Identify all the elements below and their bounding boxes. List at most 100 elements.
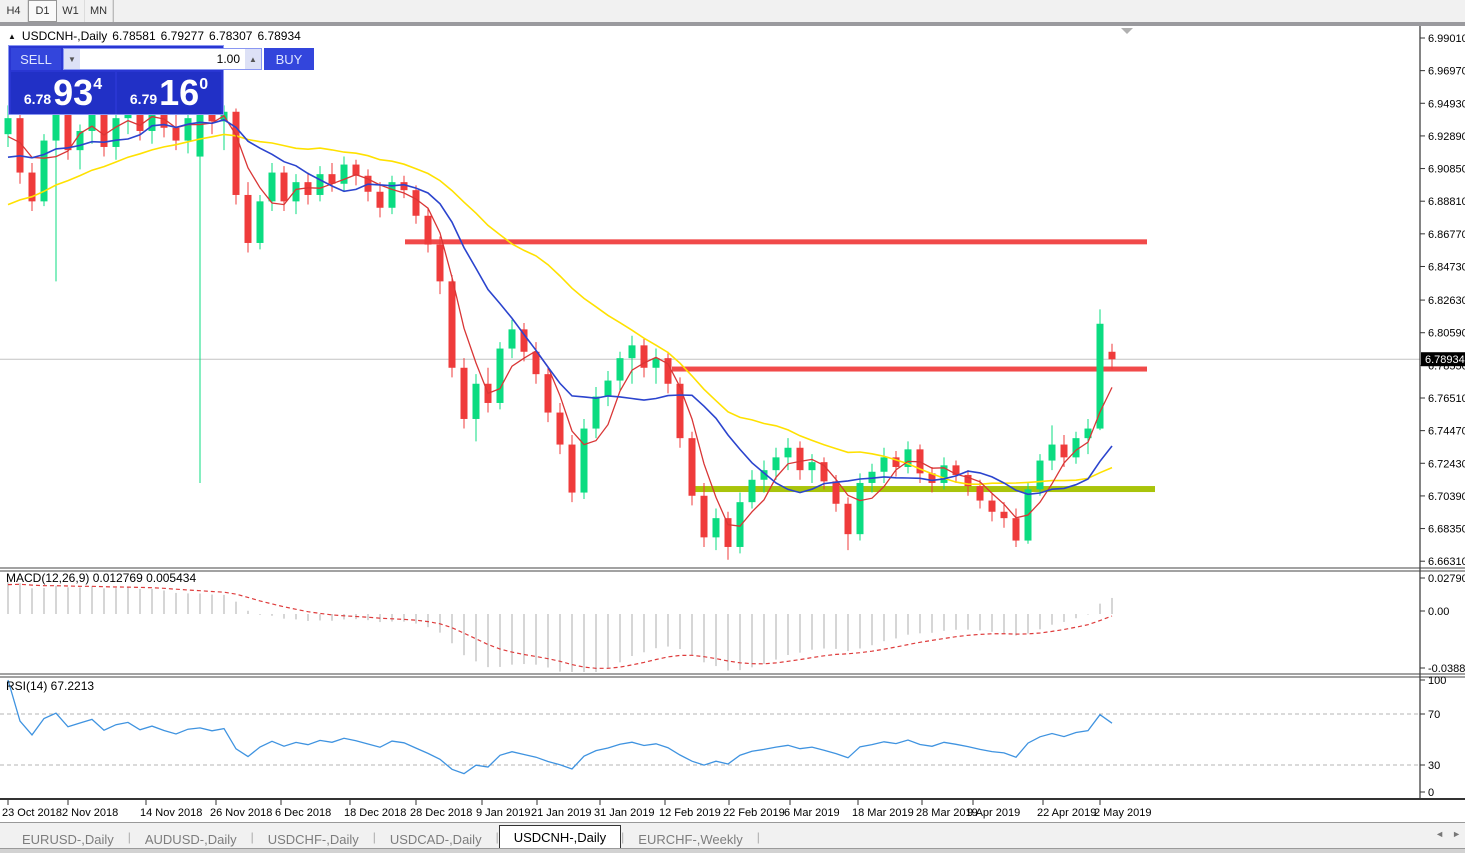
- price-tick-label: 6.82630: [1428, 295, 1465, 307]
- rsi-axis-label: 30: [1428, 760, 1440, 772]
- tab-audusd-daily[interactable]: AUDUSD-,Daily: [144, 831, 237, 847]
- tab-separator: |: [495, 830, 499, 844]
- tab-usdcad-daily[interactable]: USDCAD-,Daily: [389, 831, 482, 847]
- price-tick-label: 6.70390: [1428, 491, 1465, 503]
- rsi-axis-label: 0: [1428, 787, 1434, 799]
- tab-separator: |: [372, 830, 376, 844]
- volume-decrease-button[interactable]: ▼: [64, 49, 80, 69]
- volume-input[interactable]: [80, 49, 245, 69]
- scroll-to-latest-icon[interactable]: [1121, 28, 1133, 34]
- date-tick-label: 22 Feb 2019: [723, 807, 785, 819]
- chart-title: ▲ USDCNH-,Daily 6.78581 6.79277 6.78307 …: [8, 29, 306, 43]
- date-tick-label: 21 Jan 2019: [531, 807, 592, 819]
- bid-price-sup: 4: [93, 76, 103, 93]
- tab-usdchf-daily[interactable]: USDCHF-,Daily: [267, 831, 359, 847]
- tab-separator: |: [621, 830, 625, 844]
- macd-axis-label: 0.027908: [1428, 573, 1465, 585]
- date-tick-label: 9 Jan 2019: [476, 807, 530, 819]
- macd-signal-line: [7, 583, 1113, 669]
- current-price-badge: [1421, 352, 1465, 367]
- bid-price-button[interactable]: 6.78 93 4: [11, 72, 115, 114]
- price-tick-label: 6.86770: [1428, 229, 1465, 241]
- chevron-up-icon: ▲: [249, 54, 257, 64]
- chart-symbol-label: USDCNH-,Daily: [21, 29, 108, 43]
- tab-eurusd-daily[interactable]: EURUSD-,Daily: [22, 831, 114, 847]
- one-click-trade-panel: SELL ▼ ▲ BUY 6.78 93 4: [8, 45, 314, 115]
- date-tick-label: 18 Dec 2018: [344, 807, 406, 819]
- price-tick-label: 6.68350: [1428, 524, 1465, 536]
- rsi-line: [7, 679, 1113, 775]
- chart-frame: 6.99010 6.96970 6.94930 6.92890 6.90850 6.888…: [0, 26, 1465, 822]
- chart-canvas[interactable]: 6.99010 6.96970 6.94930 6.92890 6.90850 6.888…: [0, 26, 1465, 822]
- price-axis: 6.99010 6.96970 6.94930 6.92890 6.90850 6.888…: [1419, 26, 1465, 799]
- symbol-tabs-bar: EURUSD-,Daily | AUDUSD-,Daily | USDCHF-,Dail…: [0, 822, 1465, 849]
- macd-axis-label: -0.038871: [1428, 663, 1465, 675]
- macd-axis-label: 0.00: [1428, 606, 1449, 618]
- date-tick-label: 31 Jan 2019: [594, 807, 655, 819]
- date-tick-label: 12 Feb 2019: [659, 807, 721, 819]
- tab-scroll-right-icon[interactable]: ►: [1452, 829, 1461, 839]
- timeframe-button-w1[interactable]: W1: [57, 0, 85, 22]
- volume-increase-button[interactable]: ▲: [245, 49, 261, 69]
- price-tick-label: 6.72430: [1428, 458, 1465, 470]
- rsi-label: RSI(14) 67.2213: [6, 679, 94, 693]
- volume-spinner: ▼ ▲: [63, 48, 262, 70]
- ask-price-small: 6.79: [129, 91, 158, 107]
- bid-price-big: 93: [53, 72, 94, 113]
- tab-separator: |: [756, 830, 760, 844]
- support-line[interactable]: [690, 486, 1155, 493]
- toolbar-divider: [0, 22, 1465, 26]
- current-price-label: 6.78934: [1425, 354, 1465, 366]
- main-chart-layer: [0, 95, 1420, 560]
- date-tick-label: 14 Nov 2018: [140, 807, 202, 819]
- price-tick-label: 6.88810: [1428, 196, 1465, 208]
- date-tick-label: 28 Dec 2018: [410, 807, 472, 819]
- price-tick-label: 6.74470: [1428, 426, 1465, 438]
- price-tick-label: 6.99010: [1428, 33, 1465, 45]
- macd-panel[interactable]: MACD(12,26,9) 0.012769 0.005434 0.027908 0…: [6, 571, 1465, 675]
- rsi-axis-label: 100: [1428, 675, 1446, 687]
- price-tick-label: 6.92890: [1428, 131, 1465, 143]
- resistance-line[interactable]: [405, 239, 1147, 245]
- time-axis-line: [0, 798, 1465, 800]
- tab-scroll-controls: ◄ ►: [1435, 829, 1461, 839]
- ask-price-big: 16: [159, 72, 200, 113]
- rsi-axis-label: 70: [1428, 709, 1440, 721]
- date-tick-label: 2 Nov 2018: [62, 807, 118, 819]
- tab-usdcnh-daily[interactable]: USDCNH-,Daily: [498, 825, 622, 849]
- date-axis: 23 Oct 2018 2 Nov 2018 14 Nov 2018 26 Nov 2…: [2, 800, 1151, 819]
- ma-fast-line: [7, 114, 1113, 527]
- date-tick-label: 6 Mar 2019: [784, 807, 840, 819]
- bar-high-value: 6.79277: [160, 29, 205, 43]
- price-tick-label: 6.66310: [1428, 556, 1465, 568]
- date-tick-label: 23 Oct 2018: [2, 807, 62, 819]
- sell-button[interactable]: SELL: [11, 48, 61, 70]
- timeframe-button-h4[interactable]: H4: [0, 0, 28, 22]
- bid-price-small: 6.78: [23, 91, 52, 107]
- timeframe-button-mn[interactable]: MN: [85, 0, 113, 22]
- tab-eurchf-weekly[interactable]: EURCHF-,Weekly: [638, 831, 743, 847]
- date-tick-label: 2 May 2019: [1094, 807, 1151, 819]
- date-tick-label: 28 Mar 2019: [916, 807, 978, 819]
- timeframe-toolbar: H4 D1 W1 MN: [0, 0, 1465, 22]
- date-tick-label: 26 Nov 2018: [210, 807, 272, 819]
- price-tick-label: 6.96970: [1428, 66, 1465, 78]
- macd-label: MACD(12,26,9) 0.012769 0.005434: [6, 571, 196, 585]
- tab-separator: |: [250, 830, 254, 844]
- tab-separator: |: [127, 830, 131, 844]
- trade-panel-toggle-icon[interactable]: ▲: [8, 31, 16, 41]
- bar-close-value: 6.78934: [257, 29, 301, 43]
- status-bar: [0, 848, 1465, 853]
- ask-price-button[interactable]: 6.79 16 0: [117, 72, 221, 114]
- date-tick-label: 22 Apr 2019: [1037, 807, 1096, 819]
- tab-scroll-left-icon[interactable]: ◄: [1435, 829, 1445, 839]
- date-tick-label: 6 Dec 2018: [275, 807, 331, 819]
- rsi-panel[interactable]: RSI(14) 67.2213 100 70 30 0: [0, 675, 1446, 799]
- price-tick-label: 6.76510: [1428, 393, 1465, 405]
- timeframe-button-d1[interactable]: D1: [28, 0, 57, 22]
- ask-price-sup: 0: [199, 76, 209, 93]
- buy-button[interactable]: BUY: [264, 48, 314, 70]
- date-tick-label: 9 Apr 2019: [967, 807, 1020, 819]
- resistance-line[interactable]: [672, 366, 1147, 372]
